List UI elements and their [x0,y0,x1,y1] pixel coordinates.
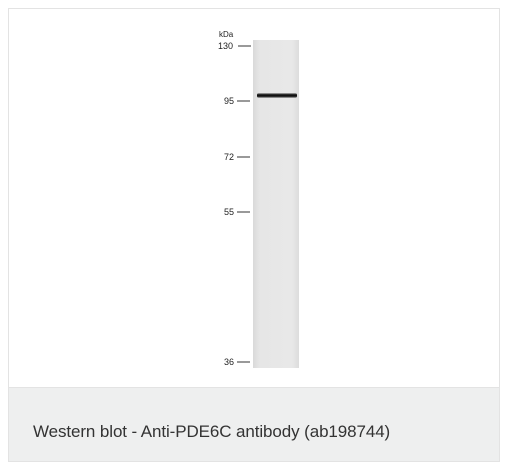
blot-band [257,93,297,98]
figure-card: kDa 130 95 72 55 36 [8,8,500,462]
figure-caption: Western blot - Anti-PDE6C antibody (ab19… [33,422,391,441]
caption-bar: Western blot - Anti-PDE6C antibody (ab19… [9,387,499,461]
kda-unit-label: kDa [219,30,234,39]
marker-95: 95 [224,96,250,106]
western-blot-svg: kDa 130 95 72 55 36 [218,30,299,368]
marker-label: 130 [218,41,233,51]
marker-130: 130 [218,41,251,51]
western-blot-image: kDa 130 95 72 55 36 [9,9,499,387]
marker-label: 72 [224,152,234,162]
marker-label: 95 [224,96,234,106]
blot-lane [253,40,299,368]
marker-label: 55 [224,207,234,217]
marker-72: 72 [224,152,250,162]
marker-36: 36 [224,357,250,367]
marker-label: 36 [224,357,234,367]
marker-55: 55 [224,207,250,217]
